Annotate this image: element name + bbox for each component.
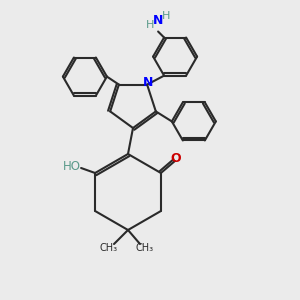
Text: CH₃: CH₃ <box>136 243 154 253</box>
Text: O: O <box>171 152 181 166</box>
Text: CH₃: CH₃ <box>100 243 118 253</box>
Text: H: H <box>162 11 170 20</box>
Text: N: N <box>153 14 163 27</box>
Text: H: H <box>146 20 154 29</box>
Text: HO: HO <box>63 160 81 173</box>
Text: N: N <box>143 76 153 89</box>
